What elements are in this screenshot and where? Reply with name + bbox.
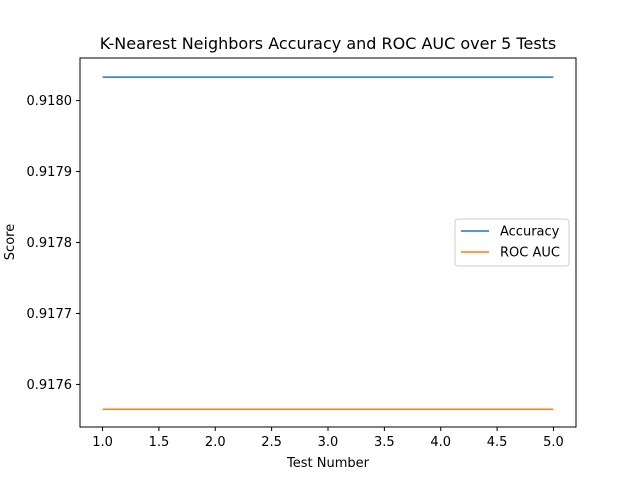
chart-title: K-Nearest Neighbors Accuracy and ROC AUC… bbox=[100, 34, 557, 53]
series-lines bbox=[102, 76, 554, 411]
y-axis-ticks: 0.9176 0.9177 0.9178 0.9179 0.9180 bbox=[27, 94, 80, 393]
y-tick-label: 0.9180 bbox=[27, 94, 73, 109]
legend: Accuracy ROC AUC bbox=[454, 218, 570, 267]
x-axis-ticks: 1.0 1.5 2.0 2.5 3.0 3.5 4.0 4.5 5.0 bbox=[92, 427, 564, 450]
y-tick-label: 0.9179 bbox=[27, 165, 73, 180]
x-tick-label: 3.5 bbox=[374, 435, 395, 450]
x-tick-label: 1.0 bbox=[92, 435, 113, 450]
legend-label-accuracy: Accuracy bbox=[500, 225, 560, 240]
x-tick-label: 3.0 bbox=[318, 435, 339, 450]
y-axis-label: Score bbox=[3, 224, 18, 260]
legend-label-roc-auc: ROC AUC bbox=[500, 246, 560, 261]
x-tick-label: 5.0 bbox=[543, 435, 564, 450]
y-tick-label: 0.9177 bbox=[27, 307, 73, 322]
x-tick-label: 2.0 bbox=[205, 435, 226, 450]
x-tick-label: 4.5 bbox=[487, 435, 508, 450]
x-tick-label: 1.5 bbox=[149, 435, 170, 450]
x-tick-label: 4.0 bbox=[430, 435, 451, 450]
y-tick-label: 0.9178 bbox=[27, 236, 73, 251]
x-axis-label: Test Number bbox=[286, 456, 370, 471]
x-tick-label: 2.5 bbox=[261, 435, 282, 450]
y-tick-label: 0.9176 bbox=[27, 378, 73, 393]
